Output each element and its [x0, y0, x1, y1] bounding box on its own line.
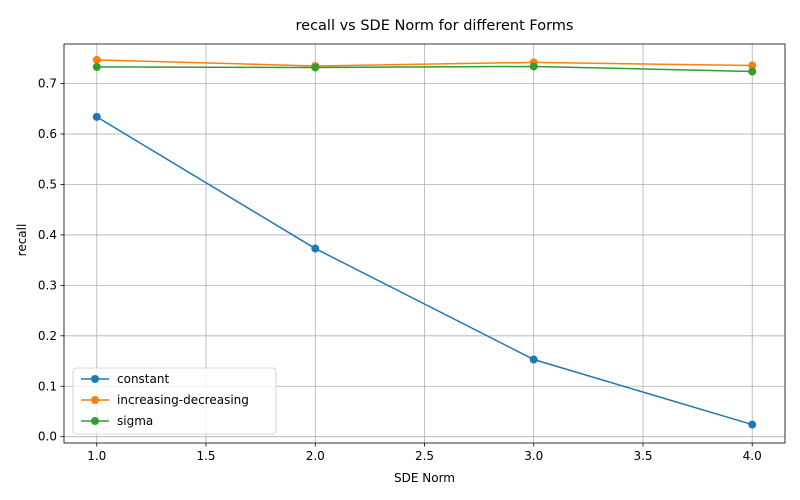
data-point — [92, 55, 101, 64]
data-point — [748, 420, 757, 429]
legend-label: sigma — [117, 414, 153, 428]
legend-label: increasing-decreasing — [117, 393, 249, 407]
x-axis-label: SDE Norm — [394, 471, 455, 485]
data-point — [311, 244, 320, 253]
y-tick-label: 0.0 — [38, 430, 57, 444]
x-tick-label: 1.0 — [87, 449, 106, 463]
x-tick-label: 2.5 — [415, 449, 434, 463]
ticks: 1.0 1.5 2.0 2.5 3.0 3.5 4.0 0.0 0.1 0.2 0.3 0.4 0.5 0… — [38, 77, 762, 463]
legend: constant increasing-decreasing sigma — [72, 367, 277, 435]
data-point — [92, 62, 101, 71]
series-line — [96, 65, 753, 73]
series-line — [96, 116, 753, 426]
data-point — [311, 63, 320, 72]
y-tick-label: 0.3 — [38, 278, 57, 292]
legend-item: sigma — [81, 414, 153, 428]
chart-title: recall vs SDE Norm for different Forms — [296, 18, 574, 34]
x-tick-label: 1.5 — [196, 449, 215, 463]
legend-item: constant — [81, 372, 169, 386]
data-point — [748, 61, 757, 70]
x-tick-label: 2.0 — [306, 449, 325, 463]
legend-swatch-marker — [91, 417, 99, 425]
x-tick-label: 4.0 — [743, 449, 762, 463]
data-point — [92, 112, 101, 121]
y-tick-label: 0.5 — [38, 177, 57, 191]
legend-box — [72, 367, 277, 435]
grid — [64, 44, 785, 443]
series-sigma — [92, 62, 757, 76]
x-tick-label: 3.0 — [524, 449, 543, 463]
y-tick-label: 0.4 — [38, 228, 57, 242]
data-point — [529, 62, 538, 71]
series-layer — [92, 55, 757, 429]
data-point — [748, 67, 757, 76]
series-line — [96, 59, 753, 67]
legend-swatch-marker — [91, 396, 99, 404]
y-axis-label: recall — [15, 224, 29, 257]
y-tick-label: 0.7 — [38, 77, 57, 91]
data-point — [529, 355, 538, 364]
y-tick-label: 0.2 — [38, 329, 57, 343]
legend-label: constant — [117, 372, 169, 386]
legend-item: increasing-decreasing — [81, 393, 249, 407]
y-tick-label: 0.6 — [38, 127, 57, 141]
x-tick-label: 3.5 — [633, 449, 652, 463]
series-constant — [92, 112, 757, 429]
legend-swatch-marker — [91, 375, 99, 383]
y-tick-label: 0.1 — [38, 379, 57, 393]
